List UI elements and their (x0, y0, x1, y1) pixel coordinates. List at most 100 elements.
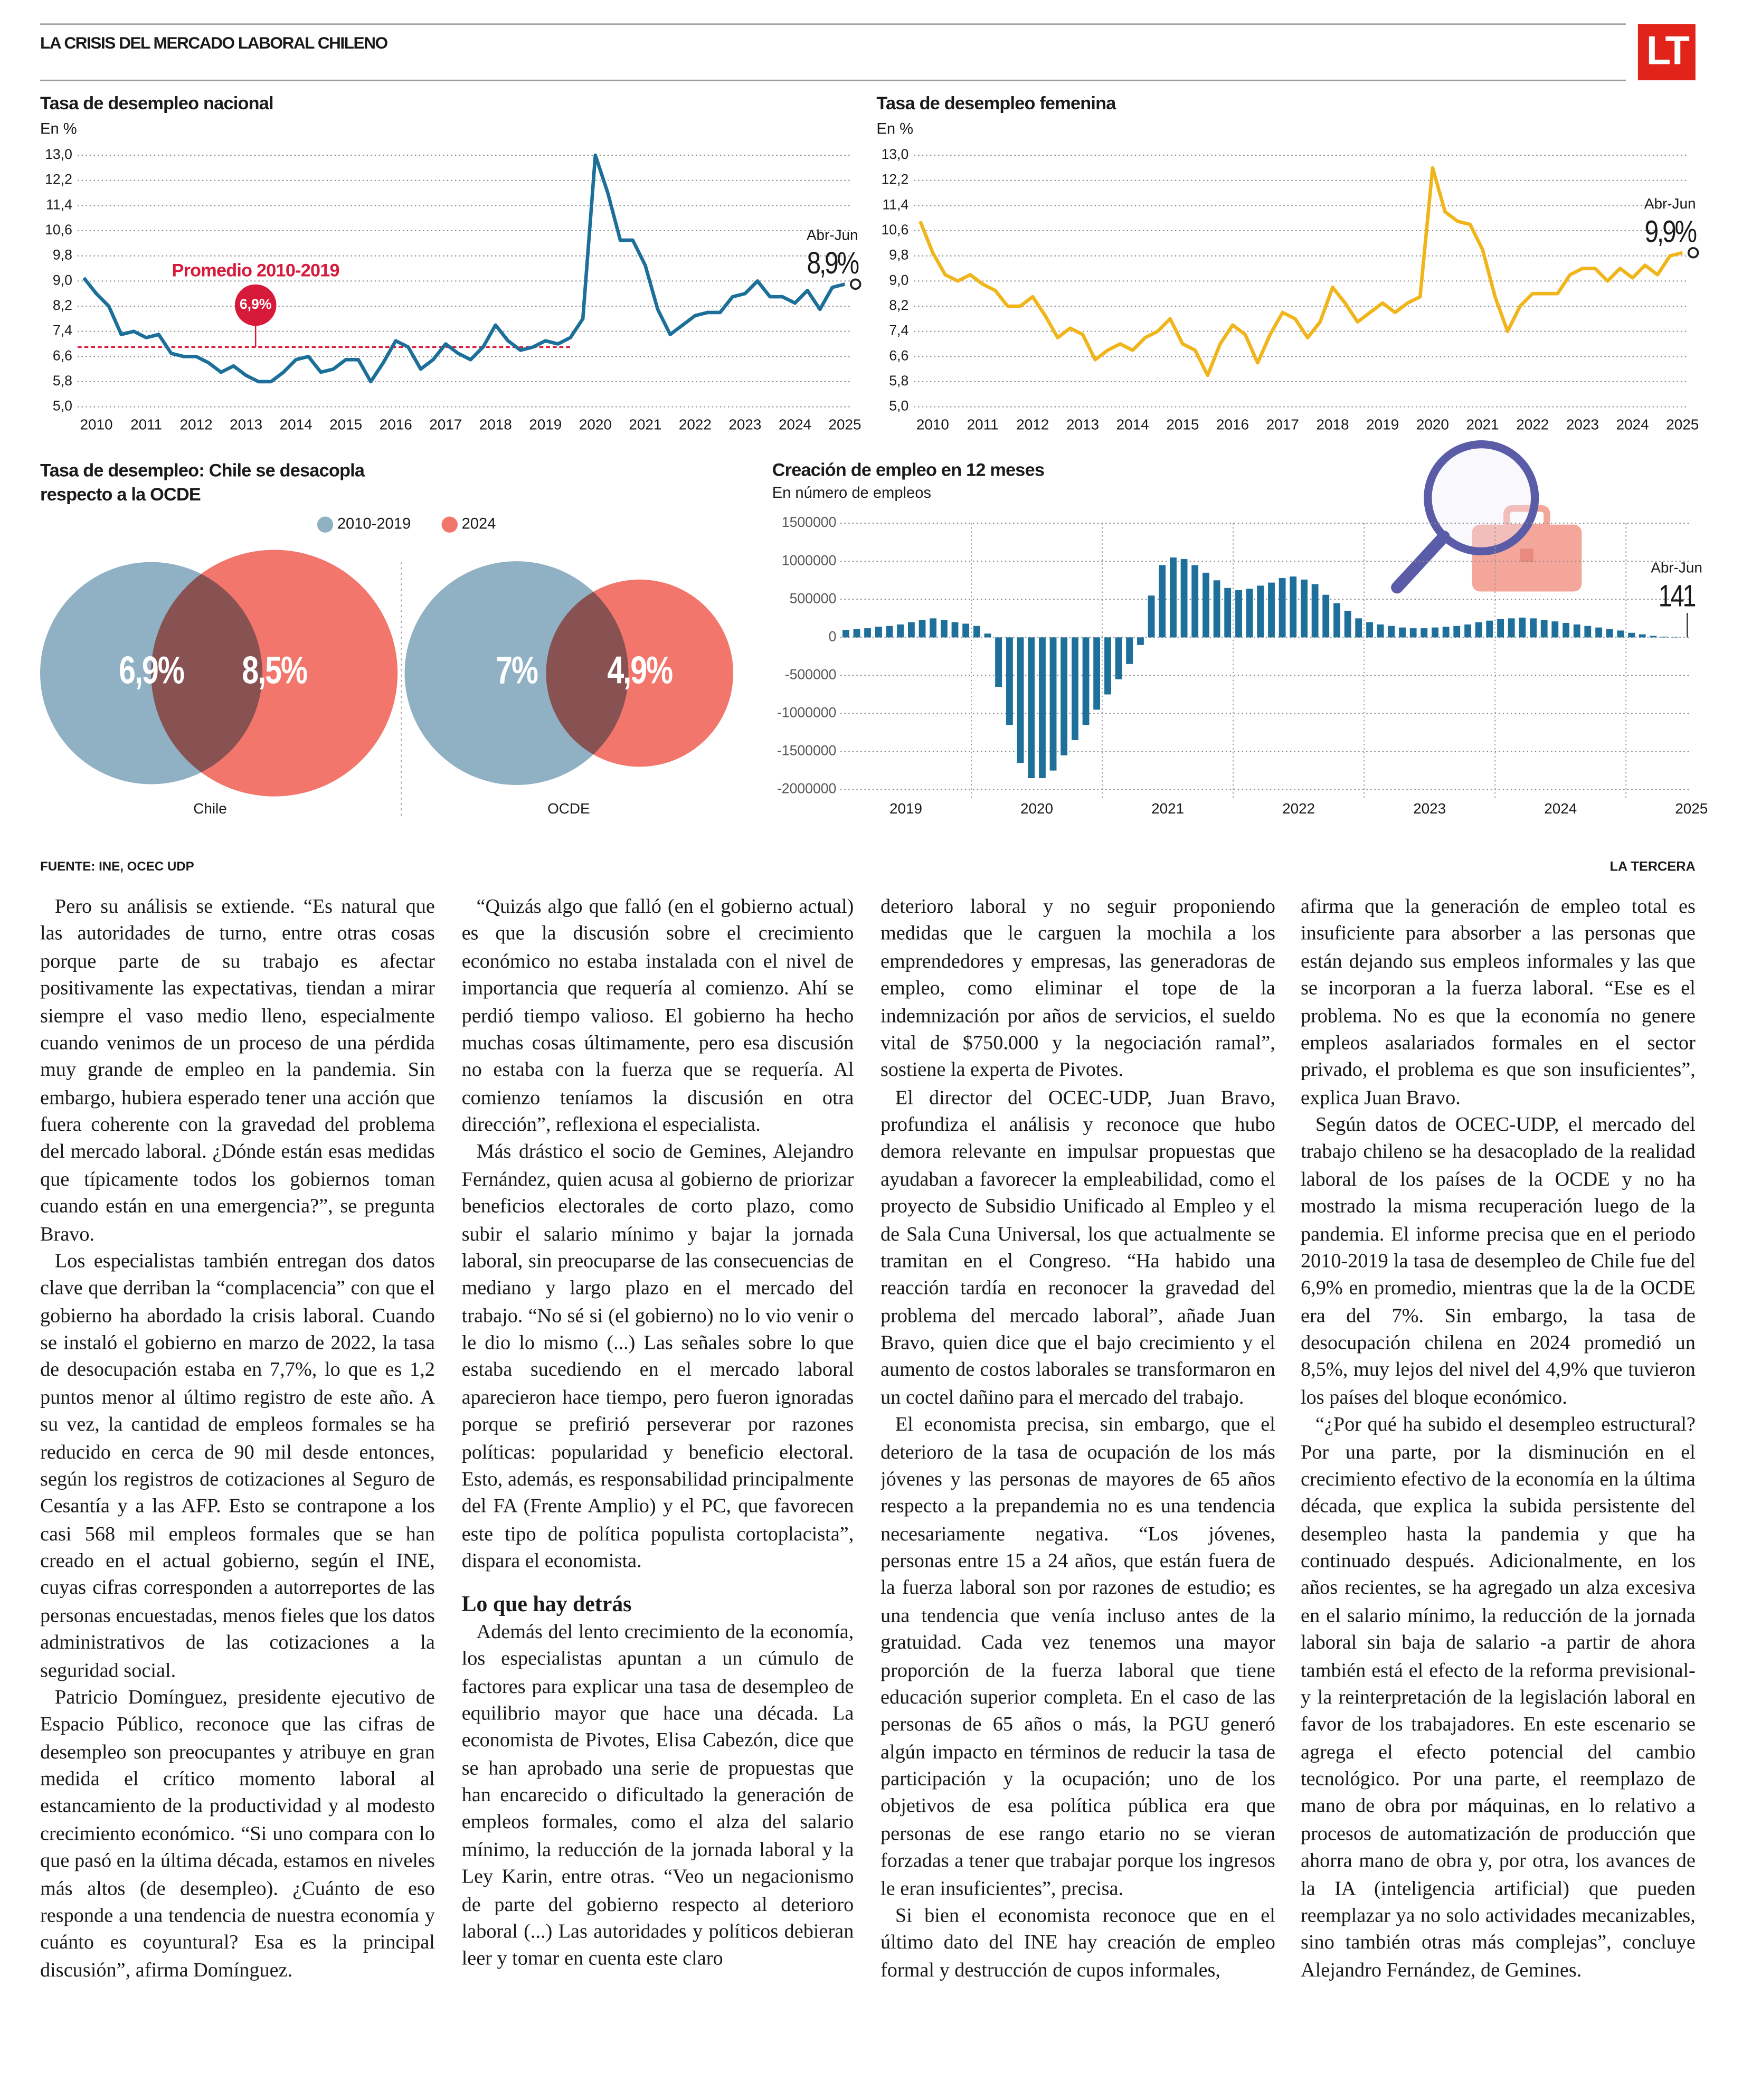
bar (1159, 565, 1166, 638)
y-tick-label: 8,2 (53, 297, 72, 313)
chart-subtitle: En número de empleos (772, 485, 931, 502)
bar (1170, 557, 1177, 638)
paragraph: “¿Por qué ha subido el desempleo estruct… (1301, 1414, 1696, 1982)
end-period: Abr-Jun (807, 226, 858, 243)
x-tick-label: 2023 (728, 416, 761, 432)
x-tick-label: 2011 (130, 416, 162, 432)
end-point (849, 278, 861, 290)
y-tick-label: 5,8 (53, 373, 72, 389)
bar (1595, 627, 1603, 638)
bar (1061, 637, 1068, 755)
bar (908, 622, 915, 638)
bar (1628, 632, 1635, 638)
bar (1311, 584, 1319, 638)
end-point (1687, 247, 1699, 259)
x-tick-label: 2019 (529, 416, 562, 432)
end-value: 141 (1659, 579, 1696, 613)
bar (1235, 590, 1242, 638)
bar (1093, 637, 1101, 710)
bar (864, 628, 871, 638)
bar (1573, 624, 1580, 638)
end-period: Abr-Jun (1651, 560, 1702, 576)
legend-swatch (441, 516, 458, 533)
bar (1104, 637, 1111, 695)
bar (1191, 565, 1199, 638)
source: FUENTE: INE, OCEC UDP (40, 859, 194, 874)
bar (1257, 585, 1264, 638)
x-tick-label: 2014 (1116, 416, 1149, 432)
x-tick-label: 2020 (1416, 416, 1449, 432)
y-tick-label: 1000000 (782, 552, 837, 568)
y-tick-label: 5,8 (889, 373, 908, 389)
y-tick-label: 10,6 (45, 222, 72, 238)
y-tick-label: 9,0 (53, 272, 72, 288)
y-tick-label: 6,6 (889, 347, 908, 363)
x-tick-label: 2010 (916, 416, 949, 432)
chart-title: Tasa de desempleo nacional (40, 93, 273, 113)
venn-group (40, 550, 734, 797)
bar (919, 620, 926, 638)
bar (1551, 621, 1559, 638)
x-tick-label: 2018 (479, 416, 512, 432)
y-tick-label: 6,6 (53, 347, 72, 363)
bar (1137, 637, 1144, 645)
y-tick-label: 9,8 (53, 247, 72, 263)
y-tick-label: 0 (829, 628, 837, 644)
paragraph: Si bien el economista reconoce que en el… (881, 1905, 1275, 1982)
x-tick-label: 2025 (828, 416, 861, 432)
category-label: Chile (193, 800, 227, 817)
x-tick-label: 2011 (967, 416, 999, 432)
publisher: LA TERCERA (1609, 859, 1695, 874)
bar (1671, 637, 1679, 638)
chart-title: Creación de empleo en 12 meses (772, 460, 1044, 480)
bar (1530, 618, 1537, 638)
bar (1344, 610, 1351, 638)
x-tick-label: 2017 (1266, 416, 1299, 432)
bar (1246, 589, 1253, 638)
bar (1464, 624, 1471, 638)
header-title: LA CRISIS DEL MERCADO LABORAL CHILENO (40, 33, 387, 52)
x-tick-label: 2012 (1016, 416, 1049, 432)
bar (1213, 580, 1220, 638)
x-tick-label: 2010 (80, 416, 113, 432)
bar (1082, 637, 1090, 725)
bar (1203, 572, 1209, 638)
x-tick-label: 2021 (629, 416, 661, 432)
bar (886, 626, 893, 638)
y-tick-label: 12,2 (45, 172, 72, 187)
bar (1540, 620, 1548, 638)
x-tick-label: 2015 (329, 416, 362, 432)
briefcase-lock (1520, 548, 1534, 562)
x-tick-label: 2025 (1666, 416, 1699, 432)
data-line (82, 153, 846, 384)
bar (1453, 626, 1461, 638)
bar (1606, 629, 1613, 638)
bar (1388, 626, 1395, 638)
x-tick-label: 2022 (1282, 800, 1315, 817)
legend-label: 2010-2019 (337, 515, 411, 532)
bar (1322, 594, 1330, 638)
y-tick-label: 1500000 (782, 514, 837, 530)
bar (1377, 624, 1384, 638)
y-tick-label: 11,4 (46, 196, 72, 212)
venn-value: 7% (496, 648, 537, 692)
bar (853, 629, 860, 638)
bar (995, 637, 1002, 687)
reference-badge (234, 284, 277, 326)
x-tick-label: 2022 (1516, 416, 1549, 432)
x-tick-label: 2023 (1566, 416, 1599, 432)
x-tick-label: 2019 (1366, 416, 1399, 432)
paragraph: “Quizás algo que falló (en el gobierno a… (461, 896, 854, 1137)
bar (930, 618, 936, 638)
paragraph: El director del OCEC-UDP, Juan Bravo, pr… (881, 1087, 1275, 1409)
logo-box (1637, 24, 1696, 81)
bar (875, 627, 882, 638)
chart-title: Tasa de desempleo: Chile se desacopla re… (40, 460, 365, 505)
x-tick-label: 2025 (1675, 800, 1708, 817)
bar (1268, 582, 1275, 638)
logo: LT (1646, 28, 1690, 73)
article-column: deterioro laboral y no seguir proponiend… (881, 894, 1275, 2074)
y-tick-label: 10,6 (881, 222, 908, 238)
x-tick-label: 2024 (779, 416, 811, 432)
